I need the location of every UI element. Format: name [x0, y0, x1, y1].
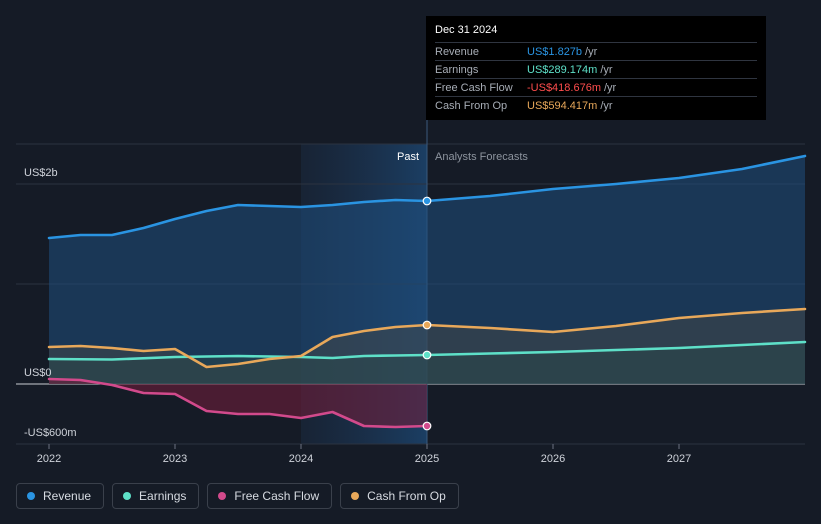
x-tick-label: 2025	[415, 453, 439, 465]
legend-dot-icon	[27, 492, 35, 500]
tooltip-label: Free Cash Flow	[435, 81, 513, 94]
y-tick-label: US$2b	[24, 167, 58, 179]
tooltip-unit: /yr	[604, 81, 617, 94]
tooltip-value: US$289.174m	[527, 63, 598, 76]
series-line-earnings	[47, 340, 807, 361]
legend-item-revenue[interactable]: Revenue	[16, 483, 105, 509]
legend-item-free-cash-flow[interactable]: Free Cash Flow	[207, 483, 333, 509]
tooltip-unit: /yr	[585, 45, 598, 58]
x-tick-label: 2026	[541, 453, 565, 465]
tooltip-row-earnings: Earnings US$289.174m /yr	[435, 60, 757, 78]
y-tick-label: -US$600m	[24, 427, 77, 439]
legend-dot-icon	[351, 492, 360, 500]
x-tick-label: 2023	[163, 453, 187, 465]
series-line-cfo	[47, 307, 807, 369]
legend-label: Earnings	[139, 489, 187, 503]
data-point-revenue[interactable]	[422, 196, 432, 206]
axis-labels: US$2b US$0 -US$600m 2022 2023 2024 2025 2026 202…	[24, 151, 691, 465]
x-tick-label: 2022	[37, 453, 61, 465]
series-lines	[47, 154, 807, 429]
tooltip-row-cash-from-op: Cash From Op US$594.417m /yr	[435, 96, 757, 114]
tooltip: Dec 31 2024 Revenue US$1.827b /yr Earnin…	[426, 16, 766, 120]
tooltip-row-revenue: Revenue US$1.827b /yr	[435, 42, 757, 60]
series-line-fcf	[47, 377, 429, 429]
tooltip-value: US$594.417m	[527, 99, 598, 112]
legend-dot-icon	[218, 492, 227, 500]
x-tick-label: 2027	[667, 453, 691, 465]
tooltip-label: Cash From Op	[435, 99, 508, 112]
legend-label: Cash From Op	[367, 489, 446, 503]
legend: Revenue Earnings Free Cash Flow Cash Fro…	[16, 483, 459, 509]
series-markers[interactable]	[422, 196, 432, 431]
tooltip-label: Revenue	[435, 45, 480, 58]
series-area-fcf	[49, 379, 427, 427]
tooltip-unit: /yr	[600, 63, 613, 76]
y-tick-label: US$0	[24, 367, 52, 379]
series-line-revenue	[47, 154, 807, 240]
tooltip-date: Dec 31 2024	[435, 24, 498, 36]
tooltip-unit: /yr	[600, 99, 613, 112]
forecast-label: Analysts Forecasts	[435, 151, 528, 163]
tooltip-value: -US$418.676m	[527, 81, 601, 94]
tooltip-value: US$1.827b	[527, 45, 583, 58]
tooltip-row-free-cash-flow: Free Cash Flow -US$418.676m /yr	[435, 78, 757, 96]
past-label: Past	[397, 151, 419, 163]
data-point-fcf[interactable]	[422, 421, 432, 431]
tooltip-label: Earnings	[435, 63, 479, 76]
series-area-earnings	[49, 342, 805, 384]
legend-item-earnings[interactable]: Earnings	[112, 483, 200, 509]
legend-dot-icon	[123, 492, 132, 500]
legend-item-cash-from-op[interactable]: Cash From Op	[340, 483, 459, 509]
legend-label: Free Cash Flow	[234, 489, 320, 503]
data-point-earnings[interactable]	[422, 350, 432, 360]
legend-label: Revenue	[43, 489, 92, 503]
data-point-cfo[interactable]	[422, 320, 432, 330]
x-tick-label: 2024	[289, 453, 313, 465]
